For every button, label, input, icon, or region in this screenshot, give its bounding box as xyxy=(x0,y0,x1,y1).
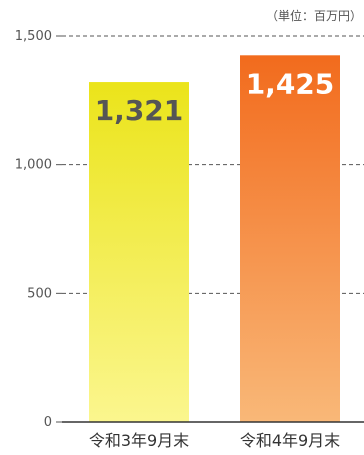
y-tick-label: 1,500 xyxy=(15,29,52,44)
y-tick-label: 500 xyxy=(27,286,52,301)
unit-label: （単位：百万円） xyxy=(266,8,362,23)
x-axis-categories: 令和3年9月末 令和4年9月末 xyxy=(89,431,340,450)
category-label-1: 令和3年9月末 xyxy=(89,431,189,450)
y-tick-label: 0 xyxy=(44,415,52,430)
data-label-2: 1,425 xyxy=(246,67,335,100)
y-tick-label: 1,000 xyxy=(15,158,52,173)
data-labels: 1,321 1,425 xyxy=(95,67,335,127)
bar-2 xyxy=(240,55,340,423)
data-label-1: 1,321 xyxy=(95,94,184,127)
y-axis-ticks: 0 500 1,000 1,500 xyxy=(15,29,62,430)
bars xyxy=(89,55,340,423)
category-label-2: 令和4年9月末 xyxy=(240,431,340,450)
bar-1 xyxy=(89,82,189,422)
